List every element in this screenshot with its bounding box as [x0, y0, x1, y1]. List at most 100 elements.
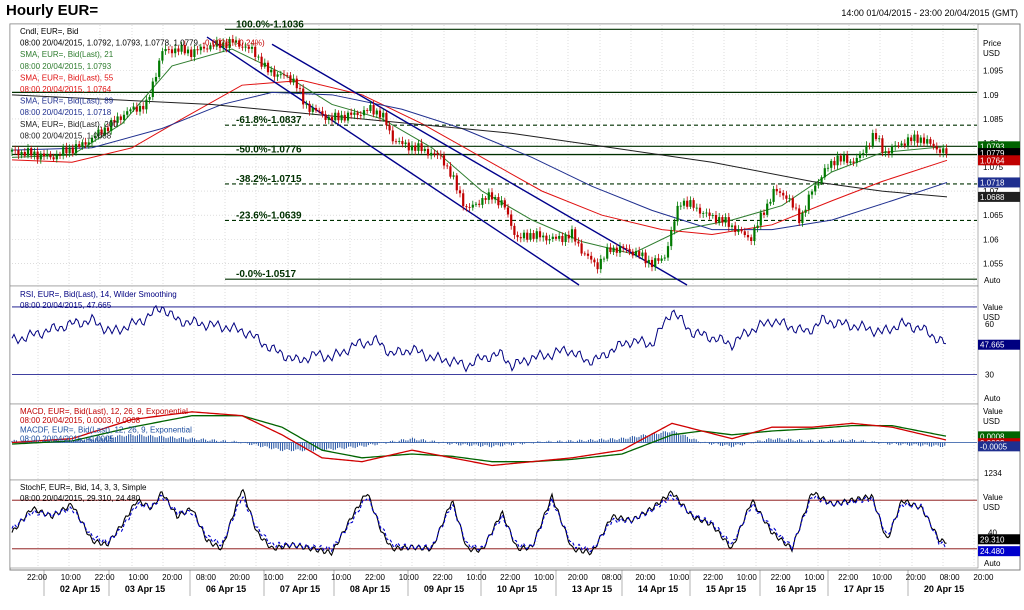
candle-body	[663, 257, 666, 259]
time-axis-hour-label: 10:00	[331, 573, 352, 582]
price-tick-label: 1.065	[983, 211, 1004, 220]
candle-body	[33, 151, 36, 156]
candle-body	[372, 105, 375, 115]
candle-body	[23, 151, 26, 156]
candle-body	[548, 239, 551, 241]
candle-body	[631, 251, 634, 256]
candle-body	[526, 232, 529, 240]
candle-body	[292, 78, 295, 83]
time-axis-hour-label: 10:00	[804, 573, 825, 582]
candle-body	[20, 151, 23, 156]
candle-body	[430, 152, 433, 156]
candle-body	[94, 135, 97, 138]
candle-body	[743, 231, 746, 236]
price-legend-line: SMA, EUR=, Bid(Last), 55	[20, 73, 114, 82]
candle-body	[938, 149, 942, 153]
candle-body	[817, 182, 820, 186]
candle-body	[62, 147, 65, 156]
stoch-axis-unit: USD	[983, 503, 1000, 512]
candle-body	[721, 217, 724, 223]
time-axis-hour-label: 22:00	[838, 573, 859, 582]
time-axis-hour-label: 22:00	[297, 573, 318, 582]
candle-body	[705, 212, 708, 214]
candle-body	[100, 129, 103, 135]
candle-body	[849, 161, 852, 163]
candle-body	[42, 153, 46, 157]
candle-body	[113, 119, 116, 123]
candle-body	[673, 221, 676, 231]
price-tick-label: 1.055	[983, 259, 1004, 268]
price-legend-line: 08:00 20/04/2015, 1.0688	[20, 131, 112, 140]
candle-body	[484, 198, 487, 200]
candle-body	[39, 153, 42, 160]
candle-body	[676, 205, 679, 222]
price-legend-line: 08:00 20/04/2015, 1.0793	[20, 62, 112, 71]
candle-body	[266, 62, 270, 73]
rsi-auto-label[interactable]: Auto	[984, 394, 1001, 403]
price-legend-line: Cndl, EUR=, Bid	[20, 27, 78, 36]
candle-body	[10, 149, 14, 152]
candle-body	[935, 146, 938, 150]
time-axis-hour-label: 20:00	[906, 573, 927, 582]
candle-body	[302, 88, 305, 105]
candle-body	[122, 114, 126, 120]
price-auto-label[interactable]: Auto	[984, 276, 1001, 285]
candle-body	[823, 168, 826, 178]
candle-body	[218, 40, 222, 48]
candle-body	[804, 209, 807, 213]
candle-body	[474, 203, 478, 205]
candle-body	[231, 39, 234, 43]
candle-body	[730, 225, 734, 227]
candle-body	[644, 252, 647, 264]
macd-value-tag	[978, 441, 1020, 452]
stoch-auto-label[interactable]: Auto	[984, 559, 1001, 568]
candle-body	[599, 258, 602, 270]
candle-body	[378, 110, 382, 118]
candle-body	[356, 112, 359, 116]
price-legend-line: 08:00 20/04/2015, 1.0764	[20, 85, 112, 94]
fib-level-label: -23.6%-1.0639	[236, 210, 302, 221]
candle-body	[65, 147, 68, 154]
candle-body	[567, 234, 570, 239]
candle-body	[577, 241, 580, 244]
candle-body	[660, 258, 663, 261]
macd-axis-unit: USD	[983, 417, 1000, 426]
candle-body	[58, 154, 62, 156]
candle-body	[250, 46, 254, 49]
candle-body	[154, 76, 158, 82]
time-axis-date-label: 20 Apr 15	[924, 584, 964, 594]
price-legend-line: SMA, EUR=, Bid(Last), 200	[20, 120, 118, 129]
candle-body	[385, 112, 388, 126]
candle-body	[103, 127, 106, 135]
candle-body	[586, 253, 590, 256]
candle-body	[622, 246, 625, 248]
stoch-line-d	[11, 494, 947, 553]
candle-body	[404, 142, 407, 145]
candle-body	[922, 137, 926, 144]
macd-scale-label[interactable]: 1234	[984, 469, 1002, 478]
candle-body	[375, 110, 378, 115]
candle-body	[759, 212, 762, 226]
price-value-tag-text: 1.0718	[980, 178, 1005, 187]
time-axis-hour-label: 10:00	[872, 573, 893, 582]
candle-body	[436, 153, 439, 155]
candle-body	[321, 111, 324, 115]
candle-body	[442, 155, 446, 166]
time-axis-date-label: 13 Apr 15	[572, 584, 612, 594]
candle-body	[516, 234, 519, 238]
candle-body	[84, 142, 87, 145]
candle-body	[609, 247, 612, 253]
price-axis-unit: USD	[983, 49, 1000, 58]
candle-body	[81, 142, 84, 147]
candle-body	[215, 40, 218, 47]
candle-body	[116, 116, 119, 123]
candle-body	[561, 235, 564, 243]
candle-body	[670, 230, 673, 247]
candle-body	[263, 62, 266, 67]
candle-body	[426, 148, 430, 156]
time-axis-hour-label: 08:00	[940, 573, 961, 582]
candle-body	[276, 74, 279, 77]
candle-body	[836, 155, 839, 166]
candle-body	[641, 252, 644, 257]
